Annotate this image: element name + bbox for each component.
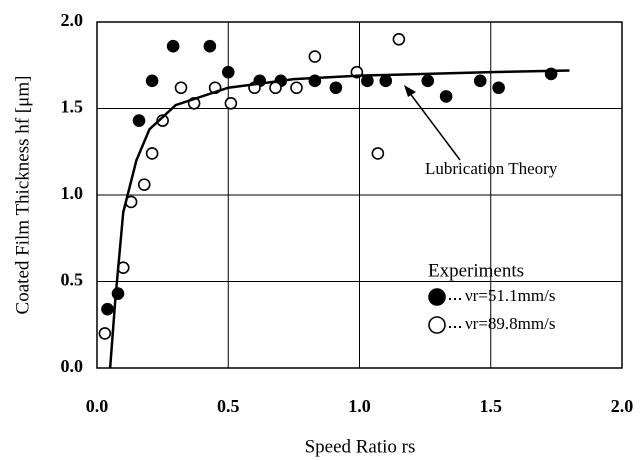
point bbox=[203, 39, 217, 53]
point bbox=[290, 81, 303, 95]
legend-marker bbox=[428, 316, 446, 334]
point bbox=[98, 327, 112, 340]
x-axis-label: Speed Ratio rs bbox=[305, 436, 416, 457]
y-tick-label: 1.5 bbox=[61, 97, 84, 117]
point bbox=[421, 74, 435, 88]
x-tick-label: 1.0 bbox=[348, 396, 371, 416]
point bbox=[166, 39, 180, 53]
point bbox=[439, 90, 453, 103]
legend-label: νr=51.1mm/s bbox=[465, 286, 555, 305]
point bbox=[308, 50, 322, 63]
y-axis-label: Coated Film Thickness hf [μm] bbox=[12, 76, 33, 315]
y-tick-label: 0.5 bbox=[61, 270, 84, 290]
y-tick-label: 1.0 bbox=[61, 183, 84, 203]
point bbox=[174, 81, 188, 95]
point bbox=[371, 147, 385, 160]
legend-title: Experiments bbox=[428, 260, 524, 281]
point bbox=[145, 74, 159, 88]
y-tick-label: 0.0 bbox=[61, 356, 84, 376]
point bbox=[221, 65, 235, 79]
legend-label: νr=89.8mm/s bbox=[465, 314, 555, 333]
point bbox=[111, 287, 125, 300]
x-tick-label: 0.5 bbox=[217, 396, 240, 416]
y-tick-label: 2.0 bbox=[61, 10, 84, 30]
point bbox=[145, 147, 159, 160]
point bbox=[492, 81, 505, 95]
point bbox=[329, 81, 343, 95]
point bbox=[392, 32, 406, 46]
annotation-arrow bbox=[408, 91, 461, 161]
annotation: Lubrication Theory bbox=[425, 159, 558, 178]
x-tick-label: 1.5 bbox=[480, 396, 503, 416]
legend-marker bbox=[428, 288, 446, 306]
point bbox=[224, 97, 238, 110]
point bbox=[101, 302, 114, 316]
x-tick-label: 0.0 bbox=[86, 396, 109, 416]
x-tick-label: 2.0 bbox=[611, 396, 634, 416]
point bbox=[361, 74, 374, 88]
point bbox=[379, 74, 393, 88]
point bbox=[132, 114, 146, 127]
point bbox=[473, 74, 487, 88]
point bbox=[269, 81, 282, 95]
point bbox=[137, 178, 151, 191]
theory-line bbox=[108, 69, 570, 369]
arrow-head bbox=[404, 85, 416, 97]
